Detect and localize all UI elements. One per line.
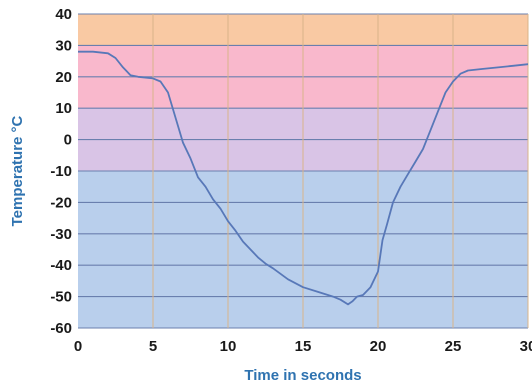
series-group (78, 50, 529, 306)
y-tick-label: 10 (55, 100, 72, 117)
x-tick-label: 10 (220, 338, 237, 355)
x-axis-title: Time in seconds (244, 367, 361, 384)
y-tick-label: -40 (50, 257, 72, 274)
x-tick-label: 30 (520, 338, 532, 355)
y-tick-label: -30 (50, 226, 72, 243)
x-tick-label: 15 (295, 338, 312, 355)
y-tick-label: 30 (55, 37, 72, 54)
y-tick-label: -20 (50, 194, 72, 211)
x-tick-labels: 0 5 10 15 20 25 30 (74, 338, 532, 355)
x-tick-label: 25 (445, 338, 462, 355)
y-tick-label: -10 (50, 163, 72, 180)
y-tick-label: -50 (50, 289, 72, 306)
x-tick-label: 0 (74, 338, 82, 355)
x-tick-label: 5 (149, 338, 157, 355)
y-axis-title: Temperature °C (9, 115, 26, 226)
x-tick-label: 20 (370, 338, 387, 355)
y-tick-label: -60 (50, 320, 72, 337)
y-tick-labels: 40 30 20 10 0 -10 -20 -30 -40 -50 -60 (50, 6, 72, 337)
vertical-gridlines (152, 14, 529, 328)
y-tick-label: 20 (55, 69, 72, 86)
y-tick-label: 40 (55, 6, 72, 23)
y-tick-label: 0 (64, 132, 72, 149)
temperature-series-line (78, 50, 529, 306)
